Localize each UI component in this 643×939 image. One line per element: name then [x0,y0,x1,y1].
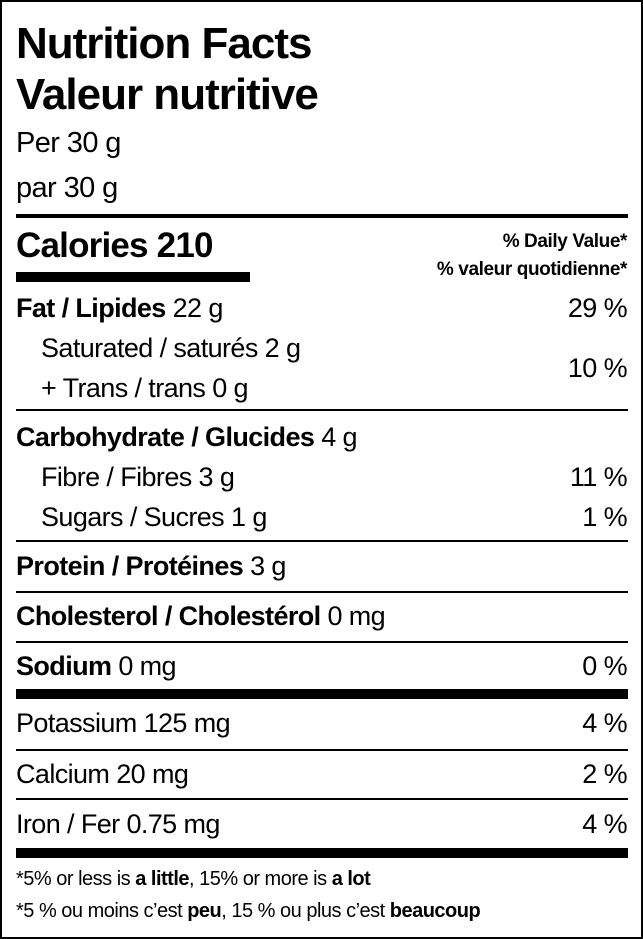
divider [16,591,628,593]
fibre-amount: 3 g [198,462,235,492]
sodium-dv: 0 % [582,651,627,681]
divider [16,409,628,411]
fibre-label: Fibre / Fibres [41,462,192,492]
sugars-row: Sugars / Sucres 1 g [41,502,267,533]
saturated-amount: 2 g [264,333,301,363]
serving-en: Per 30 g [16,127,121,159]
serving-fr: par 30 g [16,172,118,204]
daily-value-fr: % valeur quotidienne* [436,259,627,280]
calories-value: 210 [156,226,214,265]
title-fr: Valeur nutritive [16,70,319,119]
calcium-amount: 20 mg [116,759,189,789]
protein-label: Protein / Protéines [16,551,244,581]
sugars-dv: 1 % [582,502,627,532]
saturated-label: Saturated / saturés [41,333,258,363]
iron-amount: 0.75 mg [126,809,220,839]
calcium-row: Calcium 20 mg [16,759,189,790]
footnote-text: *5% or less is [16,868,136,890]
calcium-dv: 2 % [582,759,627,789]
cholesterol-label: Cholesterol / Cholestérol [16,601,321,631]
thick-divider [16,848,628,858]
iron-row: Iron / Fer 0.75 mg [16,809,220,840]
calcium-label: Calcium [16,759,110,789]
trans-row: + Trans / trans 0 g [41,373,249,404]
calories: Calories 210 [16,226,213,266]
carbohydrate-label: Carbohydrate / Glucides [16,422,315,452]
potassium-label: Potassium [16,708,137,738]
trans-label: + Trans / trans [41,373,206,403]
divider [16,798,628,800]
footnote-fr: *5 % ou moins c’est peu, 15 % ou plus c’… [16,900,481,923]
sodium-amount: 0 mg [118,651,176,681]
trans-amount: 0 g [212,373,248,403]
footnote-text: *5 % ou moins c’est [16,900,188,922]
potassium-dv: 4 % [582,708,627,738]
fat-label: Fat / Lipides [16,293,166,323]
footnote-bold: a little [135,868,190,890]
potassium-amount: 125 mg [143,708,231,738]
footnote-bold: peu [187,900,222,922]
fat-dv: 29 % [567,293,628,323]
carbohydrate-row: Carbohydrate / Glucides 4 g [16,422,358,453]
carbohydrate-amount: 4 g [321,422,357,452]
calories-label: Calories [16,226,149,265]
cholesterol-row: Cholesterol / Cholestérol 0 mg [16,601,386,632]
protein-amount: 3 g [250,551,286,581]
iron-label: Iron / Fer [16,809,120,839]
footnote-bold: beaucoup [389,900,481,922]
footnote-en: *5% or less is a little, 15% or more is … [16,868,371,891]
sugars-label: Sugars / Sucres [41,502,225,532]
fat-amount: 22 g [172,293,224,323]
divider [16,540,628,542]
fat-row: Fat / Lipides 22 g [16,293,223,324]
protein-row: Protein / Protéines 3 g [16,551,286,582]
sat-trans-dv: 10 % [567,353,628,383]
divider [16,641,628,643]
calories-bar [16,272,250,282]
divider [16,749,628,751]
footnote-text: , 15 % ou plus c’est [221,900,390,922]
fibre-row: Fibre / Fibres 3 g [41,462,235,493]
iron-dv: 4 % [582,809,627,839]
cholesterol-amount: 0 mg [327,601,386,631]
footnote-text: , 15% or more is [189,868,332,890]
footnote-bold: a lot [331,868,371,890]
potassium-row: Potassium 125 mg [16,708,231,739]
sodium-label: Sodium [16,651,112,681]
sodium-row: Sodium 0 mg [16,651,177,682]
divider [16,214,628,218]
sugars-amount: 1 g [231,502,267,532]
saturated-row: Saturated / saturés 2 g [41,333,301,364]
title-en: Nutrition Facts [16,19,312,68]
thick-divider [16,689,628,699]
daily-value-en: % Daily Value* [502,231,628,252]
fibre-dv: 11 % [569,462,628,492]
